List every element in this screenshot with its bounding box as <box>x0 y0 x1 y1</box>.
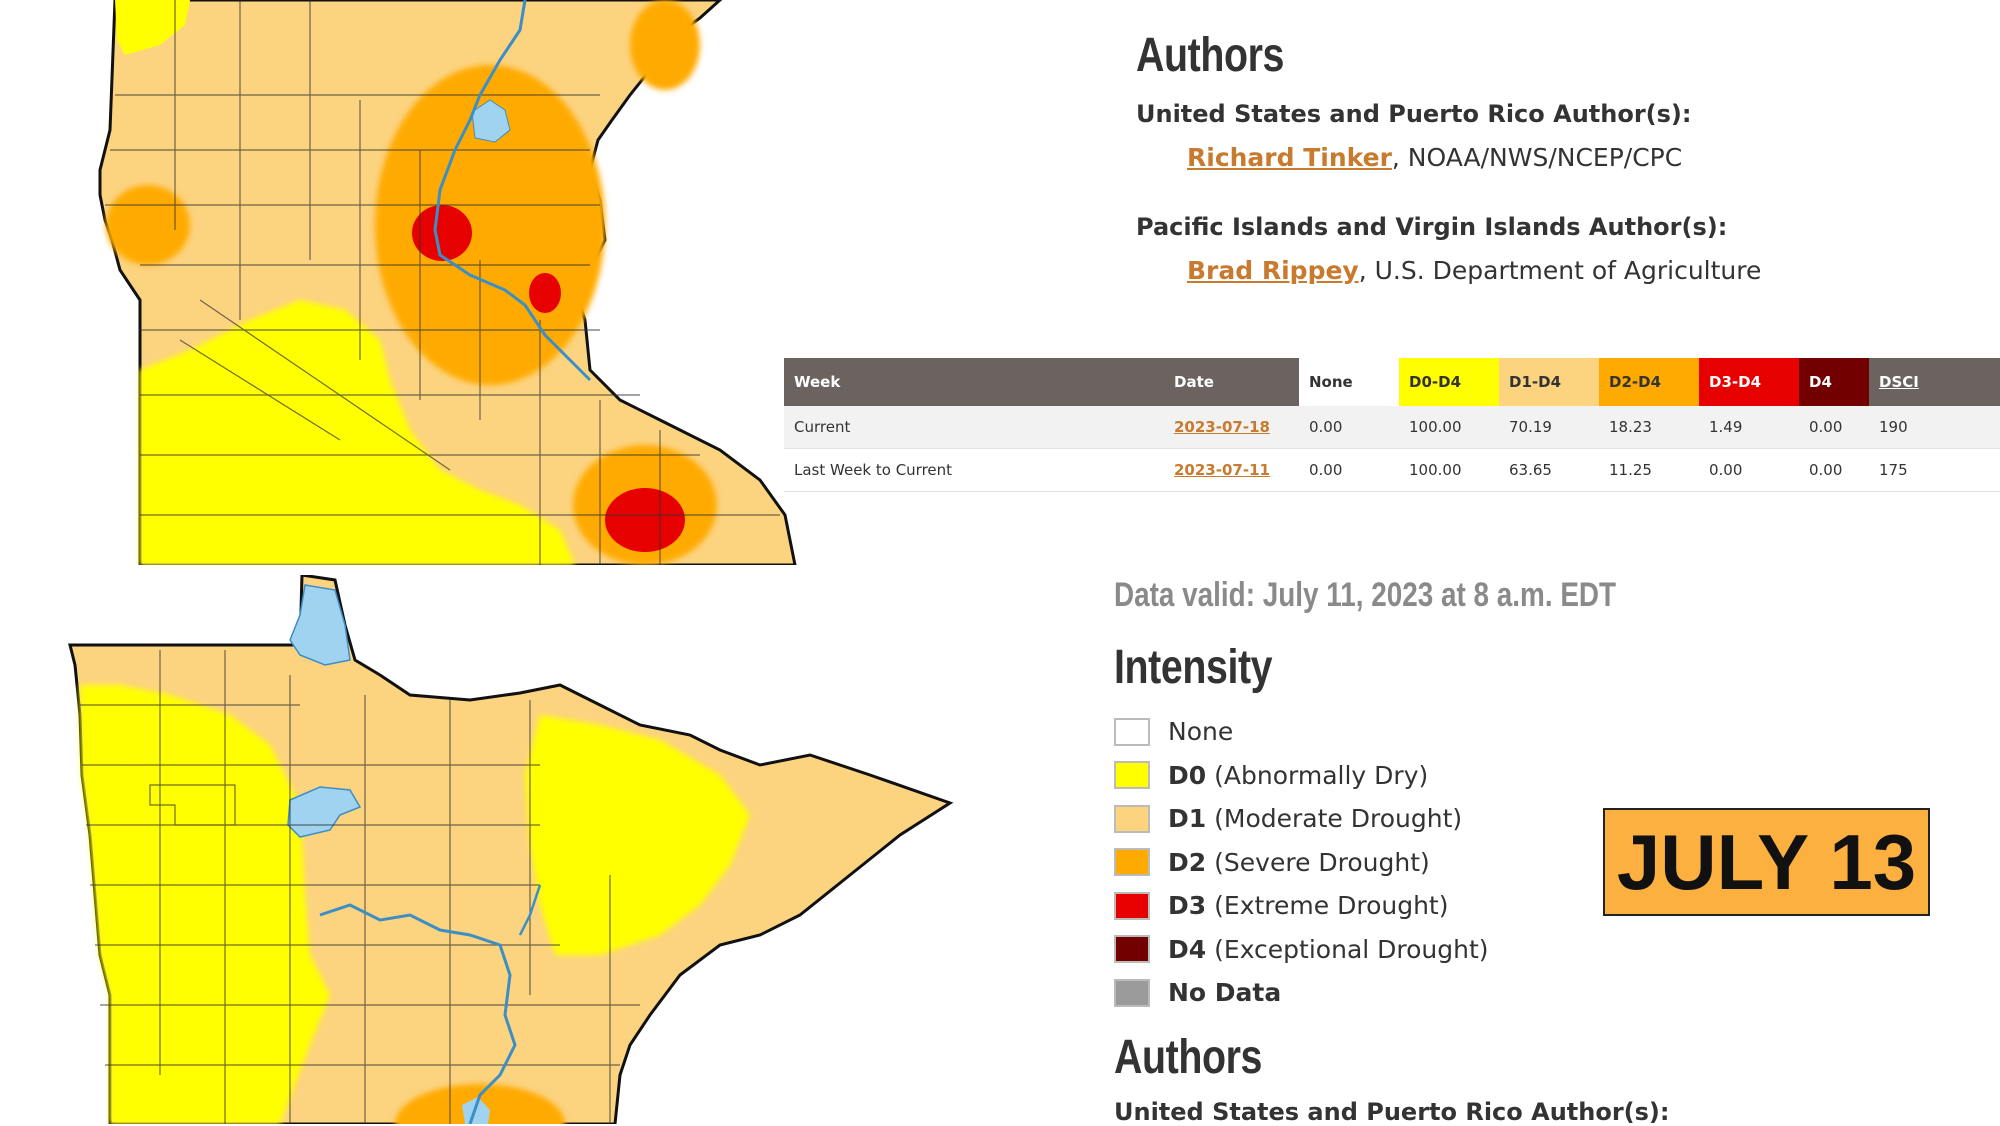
legend-swatch <box>1114 935 1150 964</box>
author-link-rippey[interactable]: Brad Rippey <box>1187 256 1359 285</box>
county-lines <box>105 0 780 565</box>
d2-area-west <box>106 185 190 265</box>
legend-label: No Data <box>1168 978 1282 1008</box>
legend-item-d2: D2 (Severe Drought) <box>1114 841 1489 885</box>
river-2 <box>518 884 542 936</box>
legend-swatch <box>1114 978 1150 1007</box>
legend-swatch <box>1114 848 1150 877</box>
legend-item-no-data: No Data <box>1114 971 1489 1015</box>
d2-area-northeast <box>630 0 700 90</box>
d3-area-2 <box>529 273 561 313</box>
legend-label: (Extreme Drought) <box>1214 891 1449 921</box>
col-dsci[interactable]: DSCI <box>1869 358 2000 406</box>
date-link[interactable]: 2023-07-11 <box>1174 461 1270 479</box>
col-d4: D4 <box>1799 358 1869 406</box>
drought-stats-table: Week Date None D0-D4 D1-D4 D2-D4 D3-D4 D… <box>784 358 2000 492</box>
table-row: Current 2023-07-18 0.00 100.00 70.19 18.… <box>784 406 2000 449</box>
legend-code: D3 <box>1168 891 1207 921</box>
date-link[interactable]: 2023-07-18 <box>1174 418 1270 436</box>
authors-heading: Authors <box>1136 29 1284 82</box>
cell-d1-d4: 63.65 <box>1499 448 1599 492</box>
col-date: Date <box>1164 358 1299 406</box>
legend-swatch <box>1114 891 1150 920</box>
legend-swatch <box>1114 717 1150 746</box>
county-lines <box>80 650 640 1124</box>
cell-week: Current <box>784 406 1164 449</box>
drought-map-previous <box>68 575 954 1124</box>
cell-dsci: 190 <box>1869 406 2000 449</box>
data-valid-text: Data valid: July 11, 2023 at 8 a.m. EDT <box>1114 576 1617 614</box>
cell-d2-d4: 11.25 <box>1599 448 1699 492</box>
intensity-legend: None D0 (Abnormally Dry) D1 (Moderate Drou… <box>1114 710 1489 1015</box>
col-d1-d4: D1-D4 <box>1499 358 1599 406</box>
legend-code: D1 <box>1168 804 1207 834</box>
legend-item-d1: D1 (Moderate Drought) <box>1114 797 1489 841</box>
legend-label: (Severe Drought) <box>1214 847 1430 877</box>
legend-label: (Abnormally Dry) <box>1214 760 1429 790</box>
cell-d2-d4: 18.23 <box>1599 406 1699 449</box>
legend-swatch <box>1114 804 1150 833</box>
lake-of-the-woods <box>289 584 351 666</box>
author-affiliation: , U.S. Department of Agriculture <box>1358 256 1762 285</box>
legend-label: None <box>1168 717 1234 747</box>
river <box>433 0 592 382</box>
legend-code: D0 <box>1168 760 1207 790</box>
cell-d0-d4: 100.00 <box>1399 448 1499 492</box>
d0-area-southwest <box>140 300 575 565</box>
col-none: None <box>1299 358 1399 406</box>
cell-d1-d4: 70.19 <box>1499 406 1599 449</box>
cell-d0-d4: 100.00 <box>1399 406 1499 449</box>
authors-heading-bottom: Authors <box>1114 1031 1262 1084</box>
intensity-heading: Intensity <box>1114 641 1273 694</box>
d0-area-northwest <box>115 0 190 55</box>
cell-week: Last Week to Current <box>784 448 1164 492</box>
col-d0-d4: D0-D4 <box>1399 358 1499 406</box>
cell-d4: 0.00 <box>1799 406 1869 449</box>
table-row: Last Week to Current 2023-07-11 0.00 100… <box>784 448 2000 492</box>
drought-map-current <box>98 0 797 565</box>
col-week: Week <box>784 358 1164 406</box>
author-link-tinker[interactable]: Richard Tinker <box>1187 143 1392 172</box>
author-affiliation: , NOAA/NWS/NCEP/CPC <box>1391 143 1683 172</box>
river <box>319 903 517 1124</box>
d0-area-west <box>80 685 330 1124</box>
us-pr-authors-label-bottom: United States and Puerto Rico Author(s): <box>1114 1098 1670 1126</box>
cell-d4: 0.00 <box>1799 448 1869 492</box>
legend-code: D4 <box>1168 934 1207 964</box>
cell-d3-d4: 0.00 <box>1699 448 1799 492</box>
legend-item-d3: D3 (Extreme Drought) <box>1114 884 1489 928</box>
legend-code: D2 <box>1168 847 1207 877</box>
legend-swatch <box>1114 761 1150 790</box>
cell-dsci: 175 <box>1869 448 2000 492</box>
legend-item-none: None <box>1114 710 1489 754</box>
d3-area-1 <box>412 205 472 261</box>
legend-item-d4: D4 (Exceptional Drought) <box>1114 928 1489 972</box>
d0-area-northeast <box>525 715 750 955</box>
cell-none: 0.00 <box>1299 448 1399 492</box>
col-d2-d4: D2-D4 <box>1599 358 1699 406</box>
legend-label: (Exceptional Drought) <box>1214 934 1489 964</box>
us-pr-author: Richard Tinker, NOAA/NWS/NCEP/CPC <box>1187 143 1682 172</box>
date-badge: JULY 13 <box>1603 808 1930 916</box>
legend-label: (Moderate Drought) <box>1214 804 1463 834</box>
lake <box>471 99 511 143</box>
cell-date: 2023-07-11 <box>1164 448 1299 492</box>
pacific-author: Brad Rippey, U.S. Department of Agricult… <box>1187 256 1761 285</box>
cell-d3-d4: 1.49 <box>1699 406 1799 449</box>
legend-item-d0: D0 (Abnormally Dry) <box>1114 754 1489 798</box>
table-header-row: Week Date None D0-D4 D1-D4 D2-D4 D3-D4 D… <box>784 358 2000 406</box>
cell-none: 0.00 <box>1299 406 1399 449</box>
col-d3-d4: D3-D4 <box>1699 358 1799 406</box>
us-pr-authors-label: United States and Puerto Rico Author(s): <box>1136 100 1692 128</box>
cell-date: 2023-07-18 <box>1164 406 1299 449</box>
d3-area-3 <box>605 488 685 552</box>
pacific-authors-label: Pacific Islands and Virgin Islands Autho… <box>1136 213 1728 241</box>
